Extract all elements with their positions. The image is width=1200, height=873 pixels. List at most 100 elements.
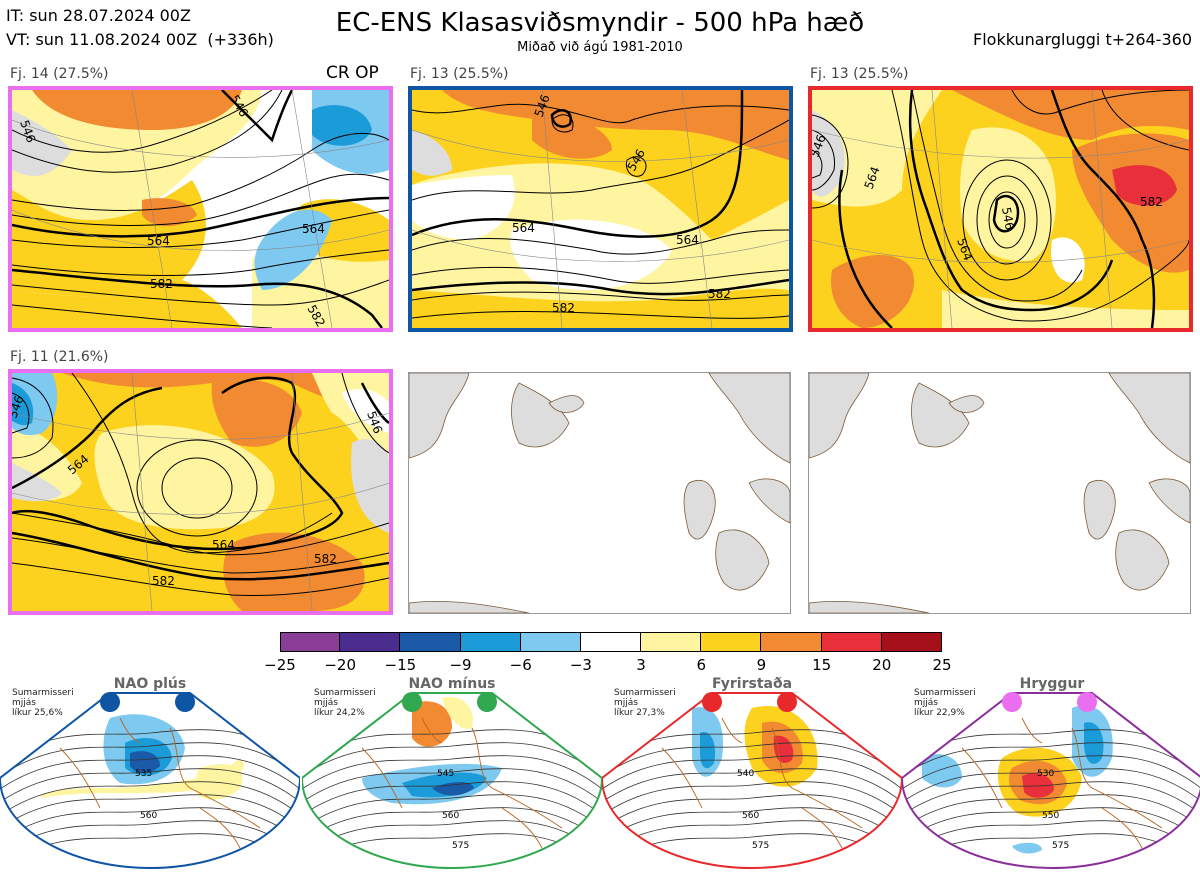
- regime-contour-label: 545: [437, 769, 454, 779]
- regime-contour-label: 540: [737, 769, 754, 779]
- regime-contour-label: 535: [135, 769, 152, 779]
- regime-contour-label: 575: [1052, 841, 1069, 851]
- regime-title: Hryggur: [1019, 676, 1085, 692]
- anomaly-area: [1012, 842, 1042, 854]
- colorbar-tick-label: −9: [449, 656, 472, 674]
- panel-4-label: Fj. 11 (21.6%): [10, 349, 109, 365]
- contour-label: 582: [314, 552, 337, 566]
- colorbar: [280, 632, 942, 652]
- panel-1-label: Fj. 14 (27.5%): [10, 66, 109, 82]
- panel-2-label: Fj. 13 (25.5%): [410, 66, 509, 82]
- classification-window: Flokkunargluggi t+264-360: [973, 30, 1192, 49]
- regime-map: 535 560: [0, 692, 300, 870]
- colorbar-segment: [761, 632, 822, 652]
- colorbar-tick-label: −20: [324, 656, 356, 674]
- regime-info-line: Sumarmisseri: [914, 688, 976, 698]
- contour-label: 564: [147, 234, 170, 248]
- regime-info: Sumarmisseri mjjás líkur 24,2%: [314, 688, 376, 718]
- regime-contour-label: 575: [452, 841, 469, 851]
- regime-title: NAO mínus: [408, 676, 496, 692]
- colorbar-tick-label: −25: [264, 656, 296, 674]
- contour-label: 564: [212, 538, 235, 552]
- regime-title: Fyrirstaða: [711, 676, 793, 692]
- colorbar-segment: [641, 632, 702, 652]
- contour-label: 582: [1140, 195, 1163, 209]
- colorbar-segment: [580, 632, 642, 652]
- contour-label: 582: [552, 301, 575, 315]
- header-info: IT: sun 28.07.2024 00Z VT: sun 11.08.2024…: [6, 4, 274, 52]
- regime-info-line: Sumarmisseri: [12, 688, 74, 698]
- regime-info: Sumarmisseri mjjás líkur 22,9%: [914, 688, 976, 718]
- regime-map: 530 550 575: [902, 692, 1200, 870]
- regime-marker-dot: [777, 692, 797, 712]
- colorbar-segment: [701, 632, 762, 652]
- regime-contour-label: 550: [1042, 811, 1059, 821]
- colorbar-segment: [821, 632, 882, 652]
- it-line: IT: sun 28.07.2024 00Z: [6, 6, 191, 25]
- regime-map: 540 560 575: [602, 692, 902, 870]
- anomaly-area: [194, 764, 243, 800]
- colorbar-segment: [340, 632, 401, 652]
- anomaly-area: [1022, 773, 1054, 798]
- contour-label: 582: [708, 287, 731, 301]
- regime-marker-dot: [1077, 692, 1097, 712]
- regime-info-line: líkur 22,9%: [914, 708, 965, 718]
- contour-label: 582: [150, 277, 173, 291]
- colorbar-tick-label: 6: [696, 656, 707, 674]
- cluster-map-1: 546 546 564 564 582 582: [8, 86, 393, 332]
- page-title: EC-ENS Klasasviðsmyndir - 500 hPa hæð: [335, 8, 865, 38]
- regime-marker-dot: [1002, 692, 1022, 712]
- empty-map-6: [808, 372, 1191, 614]
- colorbar-tick-label: 20: [872, 656, 892, 674]
- page-subtitle: Miðað við ágú 1981-2010: [517, 40, 683, 55]
- colorbar-segment: [400, 632, 461, 652]
- regime-title: NAO plús: [113, 676, 187, 692]
- contour-label: 546: [999, 206, 1017, 231]
- anomaly-area: [412, 701, 452, 747]
- colorbar-tick-label: −3: [569, 656, 592, 674]
- regime-map: 545 560 575: [302, 692, 602, 870]
- cluster-map-3: 546 546 564 564 582: [808, 86, 1193, 332]
- regime-info: Sumarmisseri mjjás líkur 27,3%: [614, 688, 676, 718]
- panel-1-extra: CR OP: [326, 63, 379, 83]
- regime-contour-label: 560: [442, 811, 459, 821]
- colorbar-tick-label: 3: [636, 656, 646, 674]
- vt-line: VT: sun 11.08.2024 00Z (+336h): [6, 30, 274, 49]
- contour-label: 582: [152, 574, 175, 588]
- regime-info-line: mjjás: [314, 698, 338, 708]
- contour-label: 564: [676, 233, 699, 247]
- regime-contour-label: 575: [752, 841, 769, 851]
- regime-marker-dot: [702, 692, 722, 712]
- regime-contour-label: 530: [1037, 769, 1054, 779]
- regime-marker-dot: [100, 692, 120, 712]
- regime-info-line: líkur 25,6%: [12, 708, 63, 718]
- empty-map-5: [408, 372, 791, 614]
- colorbar-tick-label: 9: [756, 656, 767, 674]
- regime-info-line: mjjás: [12, 698, 36, 708]
- colorbar-segment: [881, 632, 942, 652]
- regime-marker-dot: [477, 692, 497, 712]
- anomaly-area: [442, 697, 473, 729]
- regime-info-line: líkur 24,2%: [314, 708, 365, 718]
- anomaly-area: [40, 758, 244, 798]
- colorbar-segment: [460, 632, 521, 652]
- colorbar-tick-label: 15: [812, 656, 832, 674]
- panel-3-label: Fj. 13 (25.5%): [810, 66, 909, 82]
- colorbar-tick-label: −6: [509, 656, 532, 674]
- regime-marker-dot: [402, 692, 422, 712]
- colorbar-tick-label: 25: [932, 656, 952, 674]
- regime-info-line: mjjás: [614, 698, 638, 708]
- anomaly-area: [130, 751, 160, 773]
- regime-contour-label: 560: [140, 811, 157, 821]
- regime-info-line: Sumarmisseri: [614, 688, 676, 698]
- contour-label: 564: [302, 222, 325, 236]
- contour-label: 564: [512, 221, 535, 235]
- anomaly-area: [700, 732, 716, 769]
- cluster-map-4: 546 546 564 564 582 582: [8, 369, 393, 615]
- cluster-map-2: 546 546 564 564 582 582: [408, 86, 793, 332]
- regime-info-line: líkur 27,3%: [614, 708, 665, 718]
- regime-info-line: Sumarmisseri: [314, 688, 376, 698]
- regime-info-line: mjjás: [914, 698, 938, 708]
- colorbar-segment: [280, 632, 341, 652]
- regime-info: Sumarmisseri mjjás líkur 25,6%: [12, 688, 74, 718]
